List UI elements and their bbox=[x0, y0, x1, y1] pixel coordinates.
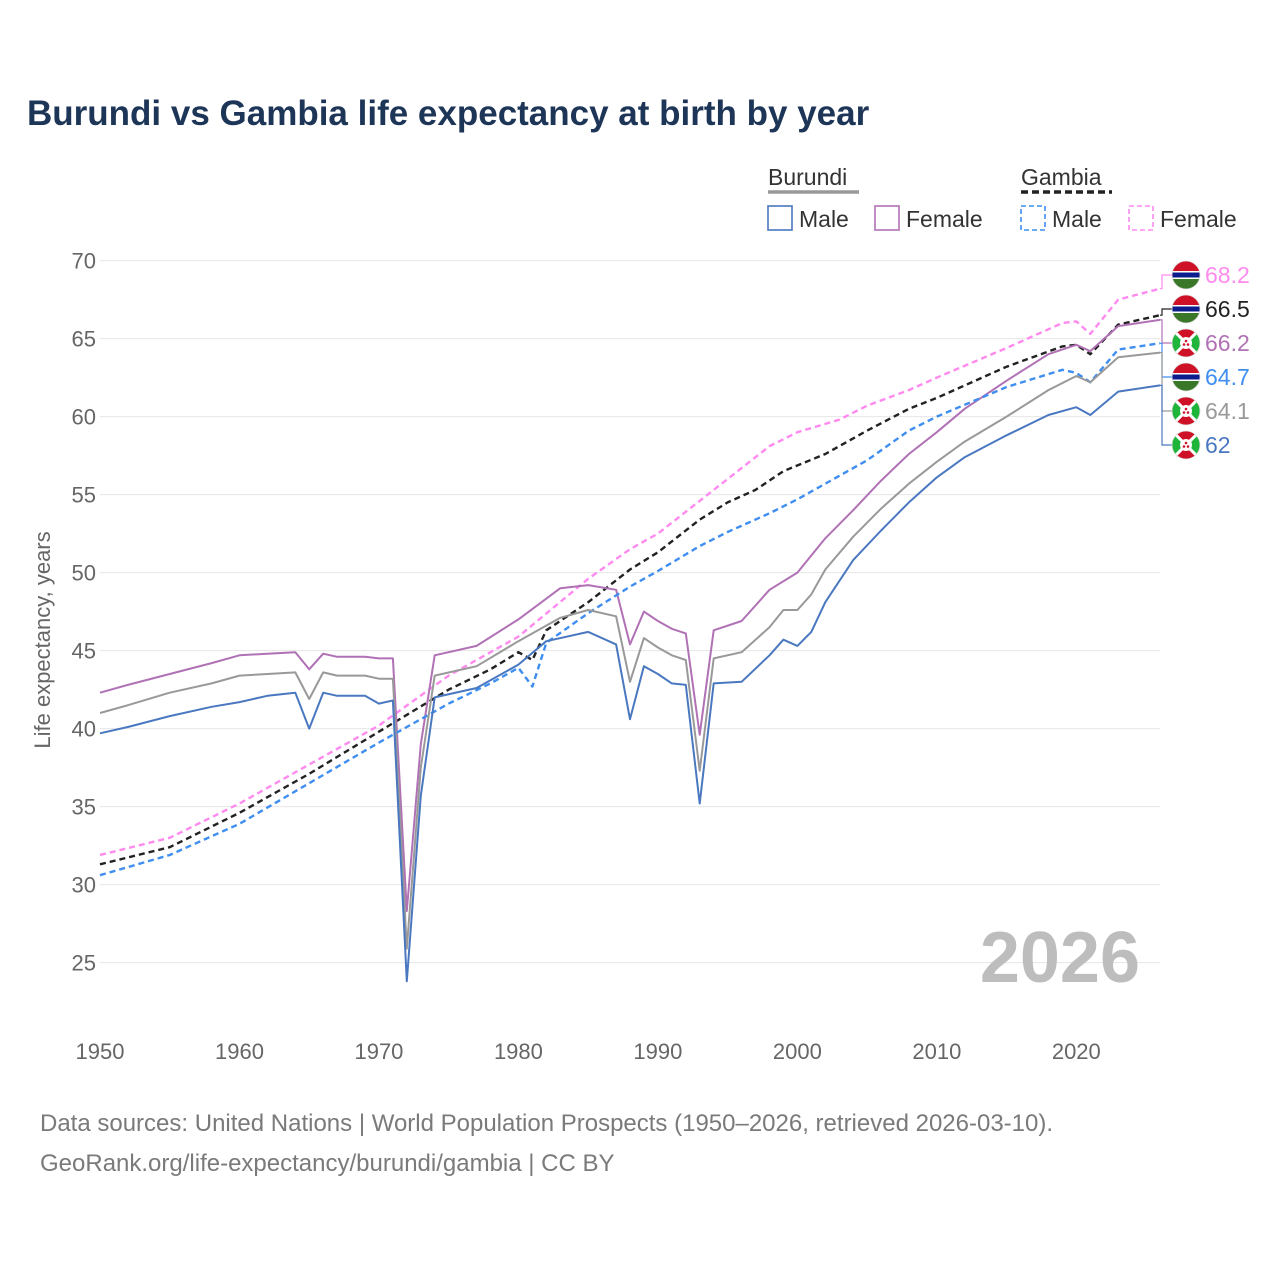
end-labels: 68.2 66.5 66.2 64.7 64.1 62 bbox=[1160, 260, 1250, 460]
burundi-flag-icon bbox=[1171, 430, 1201, 460]
gambia-flag-icon bbox=[1171, 362, 1201, 392]
end-value-label: 68.2 bbox=[1205, 262, 1250, 288]
legend-group-gambia: Gambia bbox=[1021, 164, 1102, 190]
y-tick-label: 70 bbox=[72, 249, 96, 274]
legend-item-label[interactable]: Male bbox=[1052, 206, 1102, 232]
source-note: Data sources: United Nations | World Pop… bbox=[40, 1110, 1054, 1137]
leader-line bbox=[1160, 308, 1172, 316]
burundi-flag-icon bbox=[1171, 328, 1201, 358]
attribution-link[interactable]: GeoRank.org/life-expectancy/burundi/gamb… bbox=[40, 1150, 615, 1177]
legend-item-label[interactable]: Male bbox=[799, 206, 849, 232]
year-watermark: 2026 bbox=[980, 918, 1140, 998]
end-value-label: 64.1 bbox=[1205, 398, 1250, 424]
footer: Data sources: United Nations | World Pop… bbox=[40, 1104, 1053, 1184]
series-line-gambia-female bbox=[99, 287, 1161, 857]
end-value-label: 66.2 bbox=[1205, 330, 1250, 356]
leader-line bbox=[1160, 274, 1172, 290]
y-tick-label: 40 bbox=[72, 717, 96, 742]
x-tick-label: 1960 bbox=[215, 1039, 264, 1064]
legend-swatch[interactable] bbox=[874, 205, 900, 231]
legend[interactable]: Burundi Gambia Male Female Male Female bbox=[767, 164, 1237, 232]
chart-title: Burundi vs Gambia life expectancy at bir… bbox=[27, 94, 870, 133]
x-tick-label: 2020 bbox=[1052, 1039, 1101, 1064]
y-tick-label: 25 bbox=[72, 951, 96, 976]
y-tick-label: 35 bbox=[72, 795, 96, 820]
legend-swatch[interactable] bbox=[1128, 205, 1154, 231]
series-line-burundi-male bbox=[99, 384, 1161, 983]
leader-line bbox=[1160, 319, 1172, 344]
gambia-flag-icon bbox=[1171, 260, 1201, 290]
y-axis-ticks: 25 30 35 40 45 50 55 60 65 70 bbox=[72, 249, 96, 976]
leader-line bbox=[1160, 352, 1172, 412]
y-tick-label: 30 bbox=[72, 873, 96, 898]
y-tick-label: 45 bbox=[72, 639, 96, 664]
y-tick-label: 60 bbox=[72, 405, 96, 430]
end-value-label: 62 bbox=[1205, 432, 1231, 458]
x-tick-label: 2010 bbox=[912, 1039, 961, 1064]
series-line-gambia-total bbox=[99, 314, 1161, 866]
y-tick-label: 55 bbox=[72, 483, 96, 508]
burundi-flag-icon bbox=[1171, 396, 1201, 426]
series-line-burundi-female bbox=[99, 318, 1161, 913]
legend-swatch[interactable] bbox=[1020, 205, 1046, 231]
legend-swatch[interactable] bbox=[767, 205, 793, 231]
x-tick-label: 1970 bbox=[354, 1039, 403, 1064]
series-lines bbox=[99, 287, 1161, 983]
gridlines bbox=[100, 260, 1160, 964]
leader-line bbox=[1160, 384, 1172, 446]
end-value-label: 66.5 bbox=[1205, 296, 1250, 322]
gambia-flag-icon bbox=[1171, 294, 1201, 324]
x-tick-label: 1950 bbox=[76, 1039, 125, 1064]
x-axis-ticks: 1950 1960 1970 1980 1990 2000 2010 2020 bbox=[76, 1039, 1101, 1064]
x-tick-label: 1990 bbox=[633, 1039, 682, 1064]
end-value-label: 64.7 bbox=[1205, 364, 1250, 390]
y-tick-label: 50 bbox=[72, 561, 96, 586]
y-axis-label: Life expectancy, years bbox=[30, 531, 55, 748]
y-tick-label: 65 bbox=[72, 327, 96, 352]
series-line-burundi-total bbox=[99, 351, 1161, 950]
series-line-gambia-male bbox=[99, 342, 1161, 877]
legend-item-label[interactable]: Female bbox=[906, 206, 983, 232]
x-tick-label: 1980 bbox=[494, 1039, 543, 1064]
x-tick-label: 2000 bbox=[773, 1039, 822, 1064]
legend-item-label[interactable]: Female bbox=[1160, 206, 1237, 232]
legend-group-burundi: Burundi bbox=[768, 164, 847, 190]
